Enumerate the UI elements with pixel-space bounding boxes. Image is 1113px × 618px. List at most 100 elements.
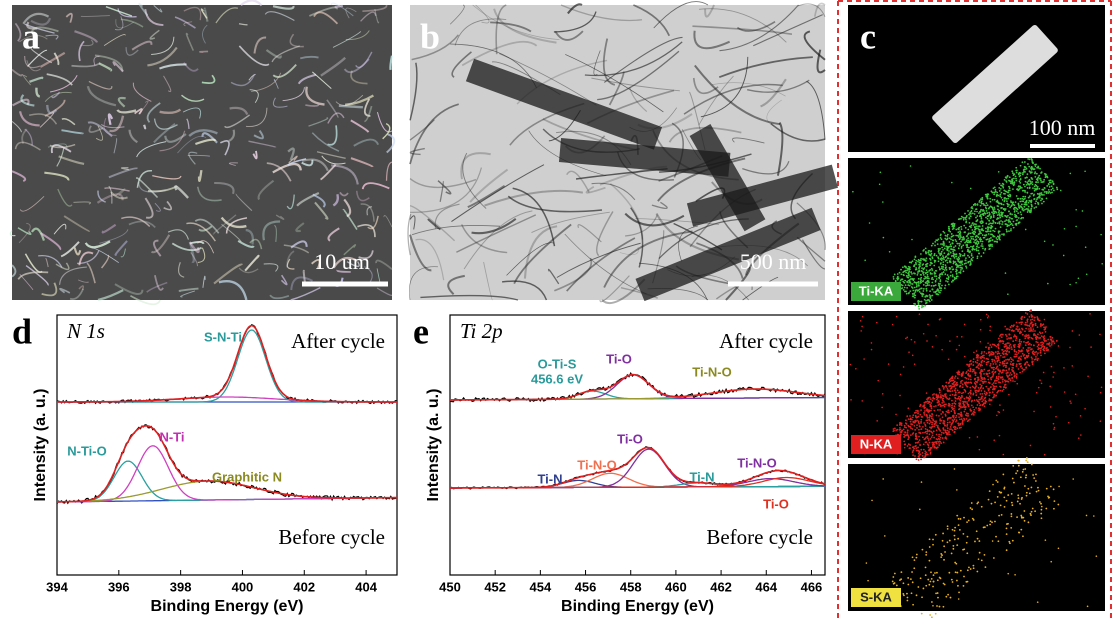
- map-dot: [1031, 315, 1033, 317]
- map-dot: [931, 273, 933, 275]
- xps-data: [57, 425, 397, 504]
- map-dot: [935, 534, 937, 536]
- map-dot: [919, 313, 921, 315]
- map-dot: [1043, 372, 1045, 374]
- map-dot: [959, 408, 961, 410]
- map-dot: [980, 205, 982, 207]
- map-dot: [924, 407, 926, 409]
- map-dot: [927, 431, 929, 433]
- map-dot: [1018, 352, 1020, 354]
- map-dot: [908, 266, 910, 268]
- map-dot: [975, 384, 977, 386]
- map-dot: [972, 406, 974, 408]
- map-dot: [1053, 190, 1055, 192]
- map-dot: [1019, 350, 1021, 352]
- map-dot: [977, 359, 979, 361]
- map-dot: [942, 395, 944, 397]
- map-dot: [1009, 221, 1011, 223]
- map-dot: [1080, 415, 1082, 417]
- map-dot: [1037, 318, 1039, 320]
- map-dot: [1048, 180, 1050, 182]
- map-dot: [913, 292, 915, 294]
- map-dot: [918, 281, 920, 283]
- map-dot: [936, 447, 938, 449]
- map-dot: [1037, 178, 1039, 180]
- map-dot: [919, 509, 921, 511]
- map-dot: [959, 529, 961, 531]
- map-dot: [995, 385, 997, 387]
- map-dot: [917, 302, 919, 304]
- map-dot: [952, 548, 954, 550]
- map-dot: [1051, 366, 1053, 368]
- map-dot: [912, 260, 914, 262]
- map-dot: [935, 270, 937, 272]
- map-dot: [1018, 531, 1020, 533]
- map-dot: [979, 552, 981, 554]
- map-dot: [917, 261, 919, 263]
- map-dot: [993, 193, 995, 195]
- map-dot: [923, 284, 925, 286]
- map-dot: [949, 540, 951, 542]
- map-dot: [969, 264, 971, 266]
- x-tick-label: 452: [484, 579, 506, 594]
- map-dot: [1039, 337, 1041, 339]
- map-dot: [927, 437, 929, 439]
- x-tick-label: 450: [439, 579, 461, 594]
- map-dot: [1013, 336, 1015, 338]
- map-dot: [968, 520, 970, 522]
- map-dot: [990, 520, 992, 522]
- map-dot: [1014, 351, 1016, 353]
- map-dot: [967, 229, 969, 231]
- map-dot: [952, 429, 954, 431]
- map-dot: [954, 377, 956, 379]
- map-dot: [1050, 189, 1052, 191]
- map-dot: [994, 187, 996, 189]
- map-dot: [969, 240, 971, 242]
- map-dot: [998, 213, 1000, 215]
- map-dot: [1016, 516, 1018, 518]
- map-dot: [947, 234, 949, 236]
- map-dot: [1011, 515, 1013, 517]
- map-dot: [1004, 356, 1006, 358]
- map-dot: [1022, 173, 1024, 175]
- map-dot: [927, 579, 929, 581]
- map-dot: [860, 320, 862, 322]
- map-dot: [1086, 515, 1088, 517]
- map-dot: [972, 369, 974, 371]
- map-dot: [1026, 168, 1028, 170]
- map-dot: [996, 241, 998, 243]
- map-dot: [921, 613, 923, 615]
- map-dot: [923, 249, 925, 251]
- map-dot: [938, 435, 940, 437]
- map-dot: [900, 374, 902, 376]
- map-dot: [955, 375, 957, 377]
- map-dot: [971, 229, 973, 231]
- map-dot: [985, 227, 987, 229]
- map-dot: [1044, 454, 1046, 456]
- map-dot: [1035, 480, 1037, 482]
- map-dot: [929, 264, 931, 266]
- map-dot: [1101, 263, 1103, 265]
- map-dot: [1054, 342, 1056, 344]
- map-dot: [928, 410, 930, 412]
- map-dot: [918, 453, 920, 455]
- map-dot: [862, 316, 864, 318]
- map-dot: [1028, 184, 1030, 186]
- map-dot: [901, 288, 903, 290]
- map-dot: [1032, 318, 1034, 320]
- map-dot: [974, 223, 976, 225]
- map-dot: [961, 216, 963, 218]
- map-dot: [909, 261, 911, 263]
- map-dot: [981, 393, 983, 395]
- map-dot: [960, 414, 962, 416]
- before-label: Before cycle: [706, 525, 813, 549]
- map-dot: [934, 241, 936, 243]
- map-dot: [998, 381, 1000, 383]
- map-dot: [1001, 192, 1003, 194]
- map-dot: [917, 447, 919, 449]
- map-dot: [1006, 229, 1008, 231]
- map-dot: [923, 333, 925, 335]
- map-dot: [976, 381, 978, 383]
- map-dot: [993, 221, 995, 223]
- map-dot: [1017, 329, 1019, 331]
